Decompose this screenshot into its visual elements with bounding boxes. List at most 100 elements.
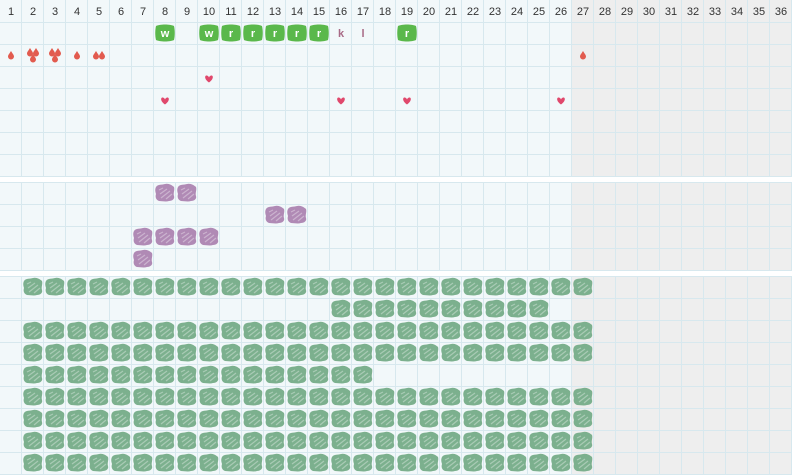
heart-icon[interactable]: [403, 97, 411, 105]
green-blob-icon[interactable]: [375, 321, 395, 340]
green-blob-icon[interactable]: [23, 387, 43, 406]
green-blob-icon[interactable]: [111, 321, 131, 340]
green-blob-icon[interactable]: [353, 343, 373, 362]
green-blob-icon[interactable]: [287, 453, 307, 472]
drop-group[interactable]: [8, 51, 14, 60]
green-blob-icon[interactable]: [221, 277, 241, 296]
green-blob-icon[interactable]: [353, 321, 373, 340]
green-blob-icon[interactable]: [353, 277, 373, 296]
green-blob-icon[interactable]: [375, 453, 395, 472]
green-blob-icon[interactable]: [441, 343, 461, 362]
green-blob-icon[interactable]: [441, 299, 461, 318]
green-blob-icon[interactable]: [243, 321, 263, 340]
green-blob-icon[interactable]: [221, 431, 241, 450]
green-blob-icon[interactable]: [111, 409, 131, 428]
green-blob-icon[interactable]: [67, 277, 87, 296]
green-blob-icon[interactable]: [309, 431, 329, 450]
green-blob-icon[interactable]: [67, 453, 87, 472]
green-blob-icon[interactable]: [507, 321, 527, 340]
green-blob-icon[interactable]: [89, 343, 109, 362]
green-blob-icon[interactable]: [419, 387, 439, 406]
green-blob-icon[interactable]: [419, 431, 439, 450]
green-blob-icon[interactable]: [485, 321, 505, 340]
heart-icon[interactable]: [161, 97, 169, 105]
green-blob-icon[interactable]: [199, 277, 219, 296]
green-blob-icon[interactable]: [441, 453, 461, 472]
green-blob-icon[interactable]: [155, 409, 175, 428]
green-blob-icon[interactable]: [133, 321, 153, 340]
green-blob-icon[interactable]: [199, 431, 219, 450]
green-blob-icon[interactable]: [45, 409, 65, 428]
green-blob-icon[interactable]: [397, 321, 417, 340]
green-blob-icon[interactable]: [463, 453, 483, 472]
green-blob-icon[interactable]: [551, 343, 571, 362]
green-blob-icon[interactable]: [89, 453, 109, 472]
green-blob-icon[interactable]: [529, 277, 549, 296]
purple-blob-icon[interactable]: [199, 227, 219, 246]
green-blob-icon[interactable]: [309, 409, 329, 428]
green-blob-icon[interactable]: [463, 387, 483, 406]
green-blob-icon[interactable]: [155, 365, 175, 384]
green-blob-icon[interactable]: [155, 277, 175, 296]
green-blob-icon[interactable]: [529, 453, 549, 472]
green-blob-icon[interactable]: [419, 409, 439, 428]
green-blob-icon[interactable]: [221, 321, 241, 340]
green-blob-icon[interactable]: [133, 343, 153, 362]
green-blob-icon[interactable]: [177, 277, 197, 296]
green-blob-icon[interactable]: [45, 277, 65, 296]
green-blob-icon[interactable]: [441, 321, 461, 340]
green-blob-icon[interactable]: [353, 453, 373, 472]
green-blob-icon[interactable]: [199, 387, 219, 406]
green-blob-icon[interactable]: [287, 387, 307, 406]
green-blob-icon[interactable]: [397, 453, 417, 472]
green-blob-icon[interactable]: [243, 387, 263, 406]
green-blob-icon[interactable]: [243, 365, 263, 384]
green-blob-icon[interactable]: [331, 453, 351, 472]
green-blob-icon[interactable]: [419, 343, 439, 362]
green-blob-icon[interactable]: [375, 409, 395, 428]
heart-icon[interactable]: [205, 75, 213, 83]
green-blob-icon[interactable]: [463, 299, 483, 318]
green-blob-icon[interactable]: [67, 409, 87, 428]
green-blob-icon[interactable]: [45, 321, 65, 340]
green-blob-icon[interactable]: [45, 365, 65, 384]
green-blob-icon[interactable]: [331, 299, 351, 318]
drop-group[interactable]: [580, 51, 586, 60]
green-blob-icon[interactable]: [375, 343, 395, 362]
green-blob-icon[interactable]: [397, 277, 417, 296]
green-blob-icon[interactable]: [485, 409, 505, 428]
green-blob-icon[interactable]: [287, 431, 307, 450]
green-blob-icon[interactable]: [485, 453, 505, 472]
drop-group[interactable]: [74, 51, 80, 60]
green-blob-icon[interactable]: [199, 453, 219, 472]
green-blob-icon[interactable]: [507, 453, 527, 472]
green-blob-icon[interactable]: [529, 387, 549, 406]
letter-tag-r[interactable]: r: [243, 24, 263, 42]
green-blob-icon[interactable]: [177, 387, 197, 406]
green-blob-icon[interactable]: [287, 365, 307, 384]
green-blob-icon[interactable]: [529, 299, 549, 318]
green-blob-icon[interactable]: [331, 365, 351, 384]
green-blob-icon[interactable]: [199, 321, 219, 340]
green-blob-icon[interactable]: [375, 431, 395, 450]
drop-group[interactable]: [49, 48, 61, 63]
green-blob-icon[interactable]: [243, 277, 263, 296]
green-blob-icon[interactable]: [529, 343, 549, 362]
green-blob-icon[interactable]: [67, 387, 87, 406]
green-blob-icon[interactable]: [23, 321, 43, 340]
drop-group[interactable]: [93, 51, 105, 60]
green-blob-icon[interactable]: [507, 409, 527, 428]
green-blob-icon[interactable]: [155, 431, 175, 450]
green-blob-icon[interactable]: [463, 431, 483, 450]
heart-icon[interactable]: [557, 97, 565, 105]
green-blob-icon[interactable]: [133, 453, 153, 472]
green-blob-icon[interactable]: [397, 343, 417, 362]
green-blob-icon[interactable]: [441, 409, 461, 428]
green-blob-icon[interactable]: [507, 431, 527, 450]
letter-tag-r[interactable]: r: [397, 24, 417, 42]
green-blob-icon[interactable]: [485, 431, 505, 450]
heart-icon[interactable]: [337, 97, 345, 105]
green-blob-icon[interactable]: [265, 453, 285, 472]
green-blob-icon[interactable]: [199, 343, 219, 362]
green-blob-icon[interactable]: [529, 409, 549, 428]
